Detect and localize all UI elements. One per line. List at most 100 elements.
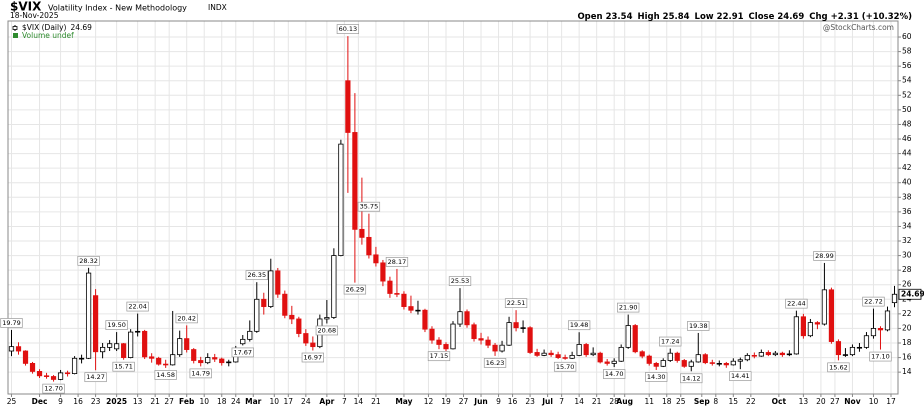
annotation-box (659, 336, 682, 347)
candle-body (534, 352, 540, 356)
candle-body (779, 352, 785, 356)
y-tick-label: 18 (902, 338, 912, 347)
candle-body (891, 293, 898, 304)
candle-body (184, 338, 190, 350)
x-tick-label: 27 (164, 397, 174, 406)
x-tick-label: 17 (284, 397, 294, 406)
y-tick-label: 58 (902, 47, 912, 56)
annotation-box (603, 369, 626, 379)
candle-body (275, 270, 281, 295)
x-tick-label: 24 (231, 397, 241, 406)
candle-body (64, 372, 71, 375)
y-tick-label: 48 (902, 119, 912, 128)
y-tick-label: 40 (902, 178, 912, 187)
candle-body (254, 298, 260, 332)
candle-body (289, 314, 295, 320)
candle-body (100, 346, 106, 353)
x-tick-label: 10 (869, 397, 879, 406)
annotation-box (862, 296, 885, 307)
annotation-box (385, 257, 409, 267)
candle-body (29, 363, 36, 372)
annotation-label: 22.51 (507, 299, 526, 307)
candle-body (506, 322, 512, 346)
annotation-box (427, 351, 451, 362)
candle-body (863, 335, 870, 348)
x-tick-label: 22 (746, 397, 756, 406)
candle-body (793, 316, 799, 355)
annotation-box (175, 313, 198, 324)
candle-body (408, 306, 414, 311)
candle-body (443, 344, 449, 350)
candle-body (884, 310, 891, 331)
annotation-label: 19.50 (107, 321, 126, 329)
annotation-label: 15.62 (829, 363, 848, 371)
candle-body (723, 363, 729, 366)
candle-body (681, 360, 687, 367)
candle-body (50, 376, 57, 380)
x-tick-label: 25 (676, 397, 686, 406)
quote-line: Open 23.54 High 25.84 Low 22.91 Close 24.69 Chg +… (577, 12, 912, 22)
candle-body (590, 352, 596, 356)
candle-body (478, 338, 484, 341)
candle-body (604, 361, 610, 364)
x-tick-label: 16 (508, 397, 518, 406)
candle-body (22, 350, 29, 364)
x-tick-label: 18 (217, 397, 227, 406)
candle-body (576, 344, 582, 356)
annotation-box (343, 284, 367, 295)
annotation-label: 19.79 (2, 319, 21, 327)
x-tick-label: 25 (7, 397, 17, 406)
candle-body (170, 354, 176, 366)
candle-body (324, 317, 330, 320)
annotation: 60.13 (336, 24, 360, 34)
candle-body (828, 289, 835, 342)
y-tick-label: 44 (902, 149, 912, 158)
x-tick-label: 13 (133, 397, 143, 406)
x-tick-label: 11 (644, 397, 654, 406)
annotation-label: 17.67 (233, 348, 252, 356)
candle-body (702, 354, 708, 364)
candle-body (107, 343, 113, 348)
annotation-label: 17.15 (430, 352, 449, 360)
candle-body (43, 375, 50, 377)
candle-body (121, 343, 127, 358)
price-tag: 24.69 (901, 289, 924, 298)
x-tick-label: Aug (616, 397, 633, 406)
annotation-box (231, 347, 254, 358)
candle-body (625, 325, 631, 348)
candle-body (373, 254, 379, 264)
candle-body (653, 363, 659, 367)
x-tick-label: Sep (694, 397, 710, 406)
annotation-label: 17.10 (871, 353, 890, 361)
annotation: 19.79 (0, 318, 23, 328)
annotation-label: 21.90 (619, 304, 638, 312)
x-tick-label: 14 (354, 397, 364, 406)
annotation-label: 60.13 (339, 25, 358, 33)
candle-body (674, 352, 680, 361)
x-tick-label: 20 (816, 397, 826, 406)
candles (8, 36, 898, 382)
annotation: 16.97 (301, 352, 324, 363)
x-tick-label: 23 (91, 397, 101, 406)
candle-body (737, 359, 743, 362)
x-tick-label: 16 (73, 397, 83, 406)
annotation: 22.44 (785, 298, 808, 309)
annotation-box (729, 371, 752, 382)
candle-body (856, 346, 863, 349)
annotation-label: 15.71 (114, 363, 133, 371)
candle-body (401, 293, 407, 307)
annotation-label: 22.72 (864, 298, 883, 306)
candle-body (499, 344, 505, 352)
y-tick-label: 60 (902, 32, 912, 41)
x-tick-label: 10 (270, 397, 280, 406)
annotation: 26.29 (343, 284, 367, 295)
annotation-box (77, 255, 100, 266)
y-tick-label: 42 (902, 163, 912, 172)
candle-body (772, 352, 778, 356)
annotation: 26.35 (245, 270, 268, 281)
annotation-label: 14.70 (605, 370, 624, 378)
candle-body (57, 372, 64, 380)
candle-body (436, 339, 442, 345)
x-tick-label: 9 (496, 397, 501, 406)
x-tick-label: 24 (301, 397, 311, 406)
